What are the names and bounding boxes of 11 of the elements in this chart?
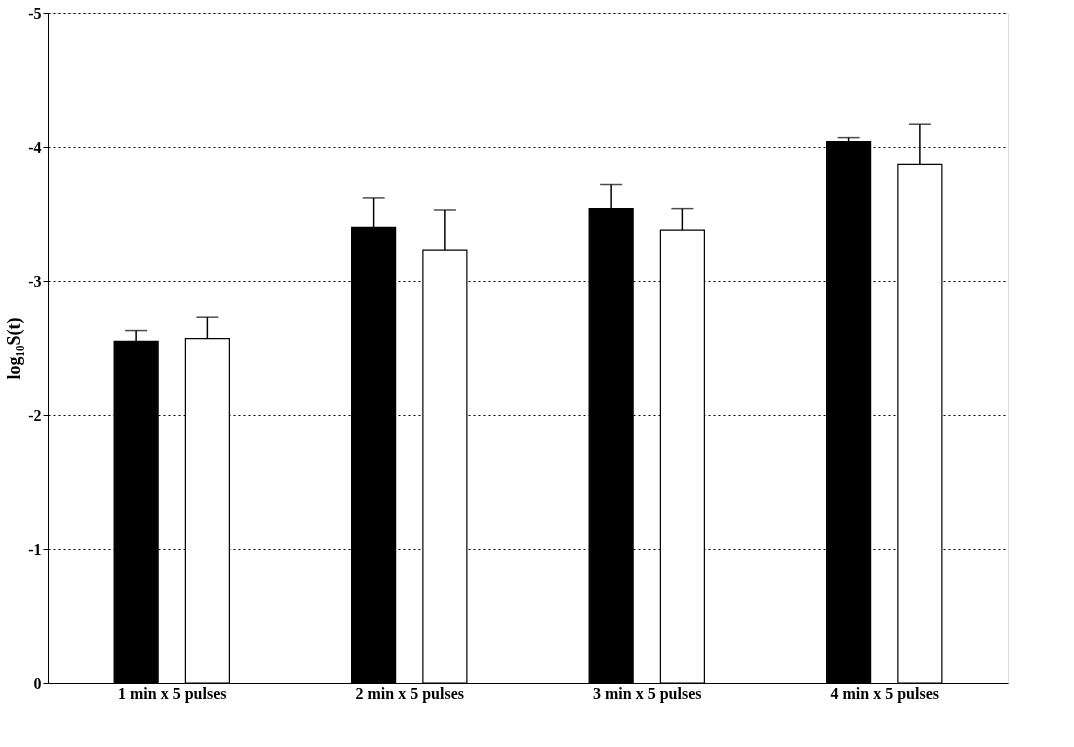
x-tick-label: 3 min x 5 pulses xyxy=(593,684,702,703)
y-tick-label: -1 xyxy=(28,540,42,558)
y-tick-label: 0 xyxy=(33,674,42,692)
y-tick-label: -4 xyxy=(28,138,42,156)
y-tick-label: -3 xyxy=(28,272,42,290)
y-tick-label: -5 xyxy=(28,4,42,22)
x-tick-label: 4 min x 5 pulses xyxy=(830,684,939,703)
y-axis-title: log₁₀S(t) xyxy=(4,317,26,380)
x-tick-label: 1 min x 5 pulses xyxy=(118,684,227,703)
x-tick-label: 2 min x 5 pulses xyxy=(355,684,464,703)
y-tick-label: -2 xyxy=(28,406,42,424)
